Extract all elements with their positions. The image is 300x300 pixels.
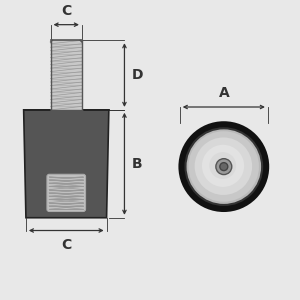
Text: C: C [61, 238, 71, 252]
Circle shape [216, 159, 232, 175]
FancyBboxPatch shape [47, 174, 86, 212]
Circle shape [220, 163, 228, 171]
Circle shape [195, 137, 252, 195]
Polygon shape [24, 110, 109, 218]
Circle shape [209, 152, 236, 179]
Text: D: D [131, 68, 143, 82]
Circle shape [180, 123, 268, 211]
Circle shape [185, 128, 262, 205]
Circle shape [202, 145, 244, 187]
Bar [51, 40, 82, 110]
Text: B: B [131, 157, 142, 171]
Text: A: A [218, 86, 229, 100]
Text: C: C [61, 4, 71, 18]
Circle shape [188, 131, 259, 202]
